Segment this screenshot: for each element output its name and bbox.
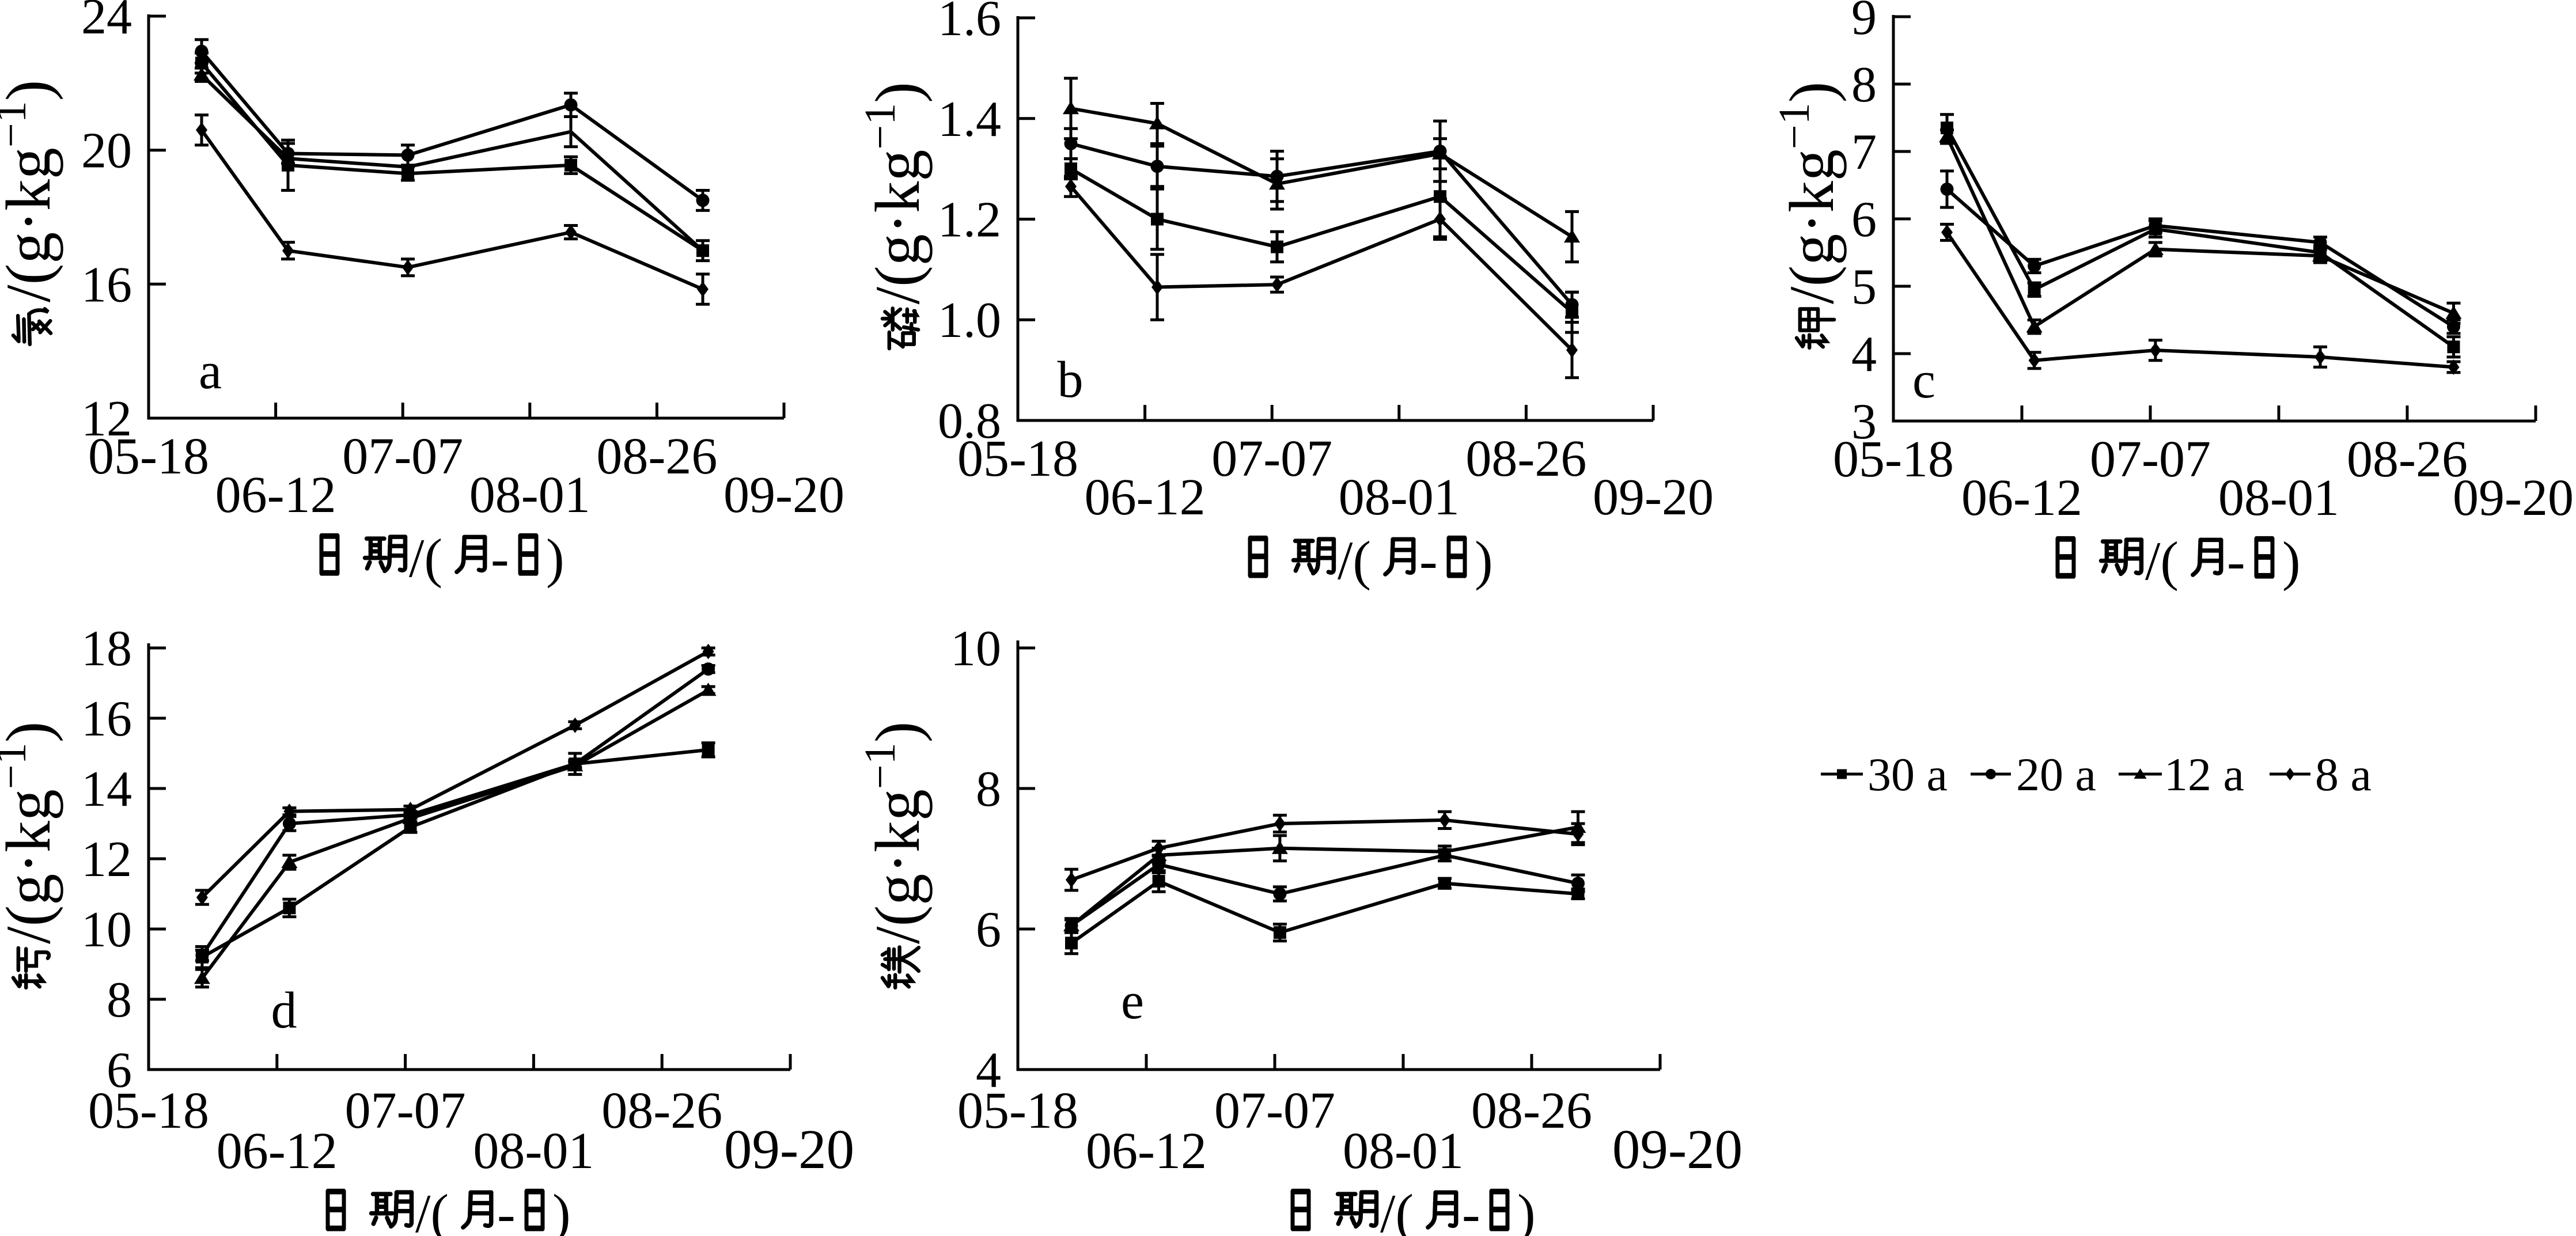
svg-text:07-07: 07-07: [2090, 431, 2211, 488]
svg-text:6: 6: [976, 902, 1001, 958]
svg-text:): ): [552, 1183, 571, 1236]
svg-text:7: 7: [1851, 124, 1877, 180]
svg-text:08-26: 08-26: [1471, 1082, 1592, 1139]
svg-text:05-18: 05-18: [88, 428, 209, 485]
svg-text:3: 3: [1851, 394, 1877, 450]
svg-text:6: 6: [107, 1042, 132, 1098]
svg-text:/(: /(: [1380, 1183, 1414, 1236]
svg-text:06-12: 06-12: [215, 467, 336, 524]
svg-text:20: 20: [81, 123, 132, 179]
svg-text:-: -: [491, 528, 509, 589]
svg-text:4: 4: [1851, 327, 1877, 382]
svg-text:d: d: [271, 982, 297, 1039]
svg-text:30 a: 30 a: [1867, 748, 1948, 801]
svg-text:8: 8: [1851, 57, 1877, 113]
svg-text:c: c: [1912, 352, 1935, 409]
svg-text:5: 5: [1851, 259, 1877, 315]
svg-text:08-01: 08-01: [469, 467, 590, 524]
svg-text:a: a: [199, 343, 222, 400]
svg-text:10: 10: [81, 902, 132, 958]
svg-text:): ): [1517, 1183, 1536, 1236]
svg-text:0.8: 0.8: [938, 393, 1001, 449]
svg-text:05-18: 05-18: [1833, 431, 1954, 488]
svg-text:1.0: 1.0: [938, 293, 1001, 348]
svg-text:/(: /(: [415, 1183, 449, 1236]
svg-text:1.2: 1.2: [938, 192, 1001, 248]
svg-text:07-07: 07-07: [1214, 1082, 1335, 1139]
svg-text:1.6: 1.6: [938, 0, 1001, 47]
svg-text:06-12: 06-12: [1961, 469, 2082, 526]
svg-text:10: 10: [950, 621, 1001, 677]
svg-text:12: 12: [81, 832, 132, 888]
svg-text:8: 8: [976, 761, 1001, 817]
svg-text:b: b: [1058, 351, 1084, 408]
svg-text:06-12: 06-12: [1086, 1123, 1207, 1180]
svg-text:05-18: 05-18: [957, 1082, 1078, 1139]
svg-text:05-18: 05-18: [88, 1082, 209, 1139]
svg-text:09-20: 09-20: [2453, 469, 2574, 526]
svg-text:08-26: 08-26: [601, 1082, 722, 1139]
svg-text:09-20: 09-20: [723, 467, 844, 524]
svg-text:/(: /(: [2145, 530, 2179, 592]
svg-text:14: 14: [81, 761, 132, 817]
svg-text:08-01: 08-01: [1339, 469, 1460, 526]
svg-text:08-26: 08-26: [596, 428, 717, 485]
svg-text:/(: /(: [1338, 530, 1371, 591]
svg-text:9: 9: [1851, 0, 1877, 46]
svg-text:07-07: 07-07: [1211, 430, 1332, 487]
svg-text:/(: /(: [409, 528, 442, 589]
svg-text:06-12: 06-12: [1085, 469, 1206, 526]
svg-text:08-26: 08-26: [2347, 431, 2468, 488]
svg-text:06-12: 06-12: [217, 1123, 338, 1180]
svg-text:16: 16: [81, 257, 132, 313]
svg-text:09-20: 09-20: [1612, 1119, 1742, 1180]
svg-text:08-01: 08-01: [2218, 469, 2339, 526]
svg-text:07-07: 07-07: [342, 428, 463, 485]
svg-text:8 a: 8 a: [2315, 748, 2372, 801]
svg-text:e: e: [1121, 973, 1144, 1030]
svg-text:08-01: 08-01: [1343, 1123, 1464, 1180]
svg-text:-: -: [1462, 1183, 1480, 1236]
svg-text:20 a: 20 a: [2016, 748, 2096, 801]
svg-text:): ): [2282, 530, 2301, 592]
svg-text:18: 18: [81, 621, 132, 677]
svg-text:08-01: 08-01: [473, 1123, 594, 1180]
svg-text:-: -: [2227, 530, 2245, 592]
svg-text:12 a: 12 a: [2164, 748, 2244, 801]
svg-text:07-07: 07-07: [345, 1082, 466, 1139]
svg-text:09-20: 09-20: [1593, 469, 1714, 526]
svg-text:09-20: 09-20: [724, 1119, 854, 1180]
svg-text:4: 4: [976, 1042, 1001, 1098]
svg-text:08-26: 08-26: [1465, 430, 1586, 487]
svg-text:): ): [546, 528, 565, 589]
svg-text:-: -: [497, 1183, 516, 1236]
svg-text:12: 12: [81, 391, 132, 447]
svg-text:16: 16: [81, 691, 132, 747]
svg-text:8: 8: [107, 972, 132, 1028]
svg-text:): ): [1475, 530, 1493, 591]
svg-text:24: 24: [81, 0, 132, 45]
svg-text:-: -: [1419, 530, 1438, 591]
svg-text:6: 6: [1851, 192, 1877, 248]
svg-text:05-18: 05-18: [957, 430, 1078, 487]
svg-text:1.4: 1.4: [938, 92, 1001, 147]
